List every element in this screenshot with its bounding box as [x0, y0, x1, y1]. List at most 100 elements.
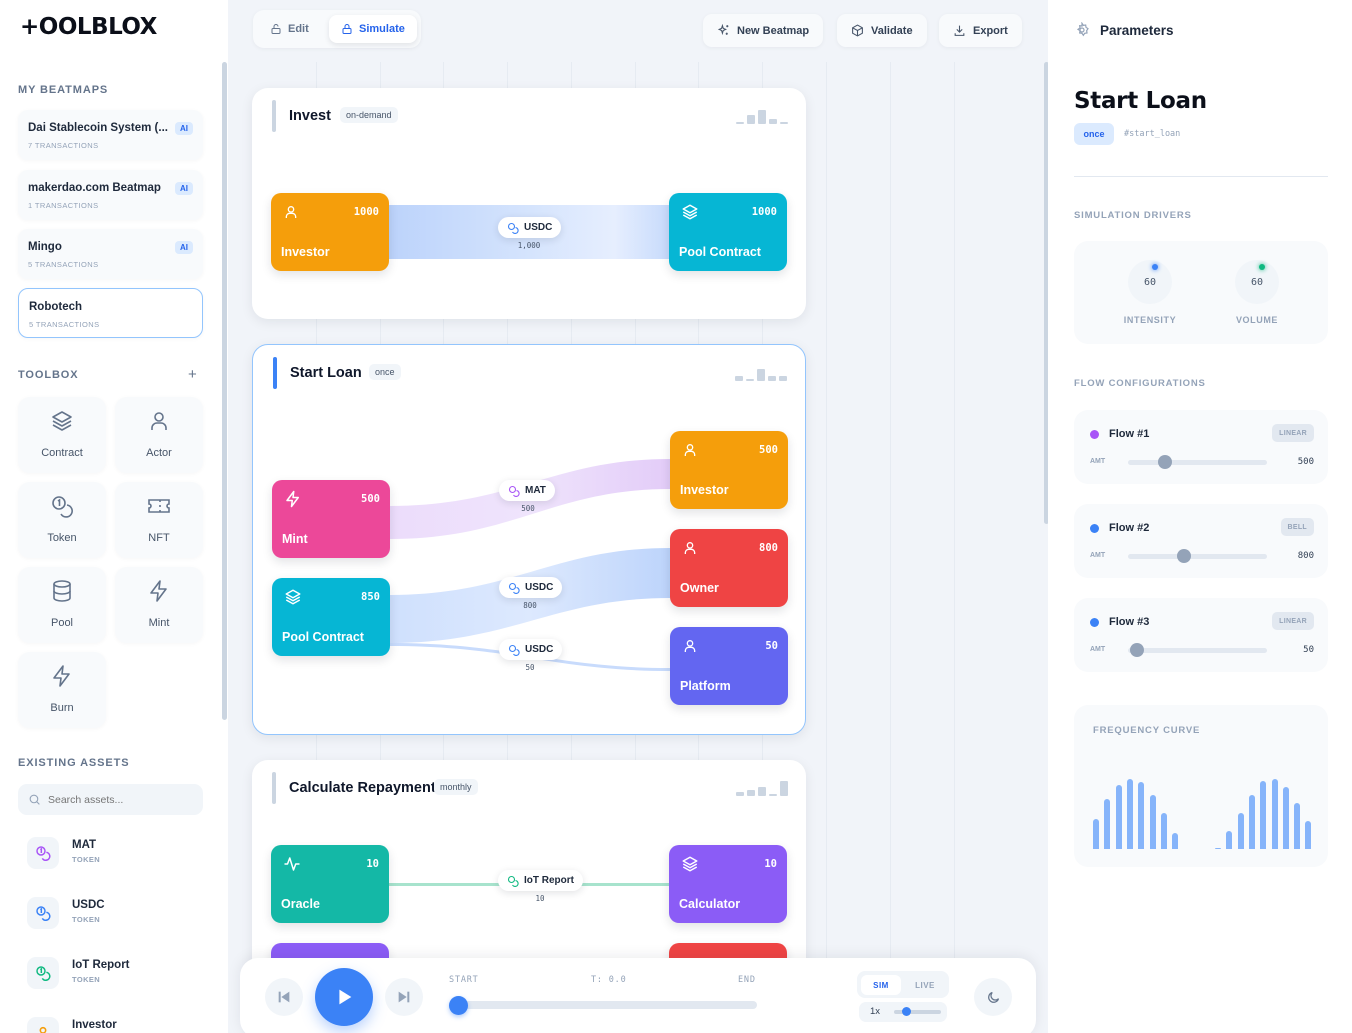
export-button[interactable]: Export	[939, 14, 1022, 47]
user-icon	[684, 444, 696, 456]
tool-burn[interactable]: Burn	[18, 652, 106, 728]
simulate-mode-button[interactable]: Simulate	[329, 15, 417, 43]
transaction-card-invest[interactable]: Invest on-demand 1000 Investor 1000 Pool…	[252, 88, 806, 319]
beatmap-item-active[interactable]: Robotech 5 TRANSACTIONS	[18, 288, 203, 338]
asset-type: TOKEN	[72, 915, 101, 924]
user-icon	[285, 206, 297, 218]
frequency-bar	[1115, 785, 1122, 849]
lock-icon	[342, 24, 352, 34]
search-input[interactable]	[48, 784, 198, 815]
asset-item[interactable]: USDC TOKEN	[27, 897, 207, 931]
beatmap-item[interactable]: Dai Stablecoin System (... 7 TRANSACTION…	[18, 110, 203, 160]
sidebar-scrollbar[interactable]	[222, 62, 227, 720]
grid-line	[826, 62, 827, 1033]
speed-slider-handle[interactable]	[902, 1007, 911, 1016]
node-mint[interactable]: 500 Mint	[272, 480, 390, 558]
speed-slider-track[interactable]	[894, 1010, 941, 1014]
simulation-drivers-heading: SIMULATION DRIVERS	[1074, 210, 1192, 221]
flow-token-pill[interactable]: IoT Report	[498, 870, 583, 891]
tool-actor[interactable]: Actor	[115, 397, 203, 473]
sparkles-icon	[717, 24, 729, 36]
timeline-track[interactable]	[449, 1001, 757, 1009]
tool-nft[interactable]: NFT	[115, 482, 203, 558]
frequency-curve-heading: FREQUENCY CURVE	[1093, 725, 1201, 736]
live-mode-button[interactable]: LIVE	[915, 980, 935, 990]
card-accent-bar	[272, 772, 276, 804]
beatmap-tx-count: 5 TRANSACTIONS	[29, 320, 100, 329]
tool-mint[interactable]: Mint	[115, 567, 203, 643]
skip-forward-button[interactable]	[385, 978, 423, 1016]
asset-item[interactable]: Investor	[27, 1017, 207, 1033]
event-title: Start Loan	[1074, 88, 1207, 114]
flow-token: USDC	[525, 644, 554, 655]
node-investor[interactable]: 500 Investor	[670, 431, 788, 509]
amount-slider-handle[interactable]	[1130, 643, 1144, 657]
tool-label: Pool	[50, 617, 74, 629]
flow-token-pill[interactable]: USDC	[498, 217, 562, 238]
mini-chart-icon	[736, 780, 788, 796]
node-name: Owner	[680, 581, 719, 595]
asset-icon-box	[27, 1017, 59, 1033]
tool-label: Token	[47, 532, 77, 544]
node-pool-contract[interactable]: 850 Pool Contract	[272, 578, 390, 656]
add-tool-button[interactable]: +	[188, 366, 197, 383]
amount-slider-track[interactable]	[1128, 554, 1267, 559]
play-button[interactable]	[315, 968, 373, 1026]
tool-pool[interactable]: Pool	[18, 567, 106, 643]
timeline-handle[interactable]	[449, 996, 468, 1015]
canvas-scrollbar[interactable]	[1044, 62, 1049, 524]
coins-icon	[507, 875, 519, 887]
flow-name: Flow #2	[1109, 522, 1150, 534]
dial-indicator	[1259, 264, 1265, 270]
node-calculator[interactable]: 10 Calculator	[669, 845, 787, 923]
theme-toggle-button[interactable]	[974, 978, 1012, 1016]
beatmap-item[interactable]: makerdao.com Beatmap 1 TRANSACTIONS AI	[18, 170, 203, 220]
asset-icon-box	[27, 837, 59, 869]
new-beatmap-button[interactable]: New Beatmap	[703, 14, 824, 47]
export-label: Export	[973, 24, 1008, 37]
frequency-bar	[1282, 787, 1289, 849]
skip-back-button[interactable]	[265, 978, 303, 1016]
flow-config-card: Flow #1 LINEAR AMT 500	[1074, 410, 1328, 484]
distribution-type-button[interactable]: LINEAR	[1272, 424, 1314, 442]
amount-slider-handle[interactable]	[1158, 455, 1172, 469]
flow-amount: 1,000	[517, 241, 541, 250]
cube-icon	[852, 24, 863, 37]
volume-dial[interactable]: 60	[1235, 260, 1279, 304]
node-investor[interactable]: 1000 Investor	[271, 193, 389, 271]
asset-item[interactable]: MAT TOKEN	[27, 837, 207, 871]
timeline-start-label: START	[449, 975, 479, 985]
asset-item[interactable]: IoT Report TOKEN	[27, 957, 207, 991]
tool-token[interactable]: Token	[18, 482, 106, 558]
tool-contract[interactable]: Contract	[18, 397, 106, 473]
distribution-type-button[interactable]: BELL	[1280, 518, 1314, 536]
search-icon	[29, 794, 40, 805]
beatmap-item[interactable]: Mingo 5 TRANSACTIONS AI	[18, 229, 203, 279]
asset-search[interactable]	[18, 784, 203, 815]
distribution-type-button[interactable]: LINEAR	[1272, 612, 1314, 630]
divider	[1074, 176, 1328, 177]
intensity-dial[interactable]: 60	[1128, 260, 1172, 304]
flow-token: USDC	[525, 582, 554, 593]
ai-badge: AI	[175, 241, 193, 254]
beatmap-tx-count: 7 TRANSACTIONS	[28, 141, 99, 150]
validate-button[interactable]: Validate	[837, 14, 927, 47]
beatmap-canvas[interactable]: Edit Simulate New Beatmap Validate Expor…	[228, 0, 1050, 1033]
transaction-card-start-loan[interactable]: Start Loan once 500 Mint 850 Pool Contra…	[252, 344, 806, 735]
card-accent-bar	[273, 357, 277, 389]
node-oracle[interactable]: 10 Oracle	[271, 845, 389, 923]
node-pool-contract[interactable]: 1000 Pool Contract	[669, 193, 787, 271]
frequency-bar	[1126, 779, 1133, 849]
flow-token-pill[interactable]: USDC	[499, 639, 563, 660]
grid-line	[890, 62, 891, 1033]
node-platform[interactable]: 50 Platform	[670, 627, 788, 705]
edit-mode-button[interactable]: Edit	[258, 15, 321, 43]
amount-slider-track[interactable]	[1128, 460, 1267, 465]
flow-token-pill[interactable]: USDC	[499, 577, 563, 598]
node-owner[interactable]: 800 Owner	[670, 529, 788, 607]
flow-token-pill[interactable]: MAT	[499, 480, 555, 501]
playback-bar: START T: 0.0 END SIM LIVE 1x	[240, 958, 1036, 1033]
sim-mode-button[interactable]: SIM	[861, 975, 901, 995]
amount-slider-handle[interactable]	[1177, 549, 1191, 563]
amount-slider-track[interactable]	[1128, 648, 1267, 653]
